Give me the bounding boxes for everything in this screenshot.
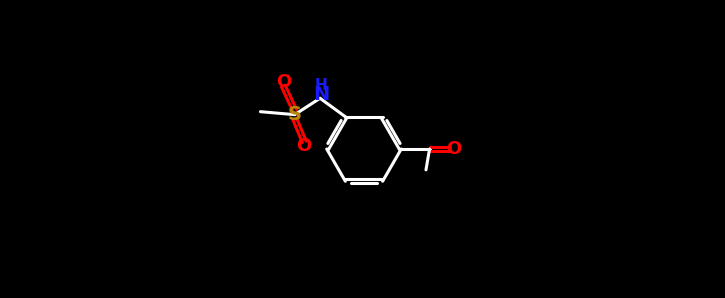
Text: H: H — [315, 78, 327, 93]
Text: S: S — [288, 105, 302, 124]
Text: O: O — [447, 140, 462, 158]
Text: O: O — [297, 137, 312, 155]
Text: N: N — [312, 85, 329, 104]
Text: O: O — [276, 73, 291, 91]
